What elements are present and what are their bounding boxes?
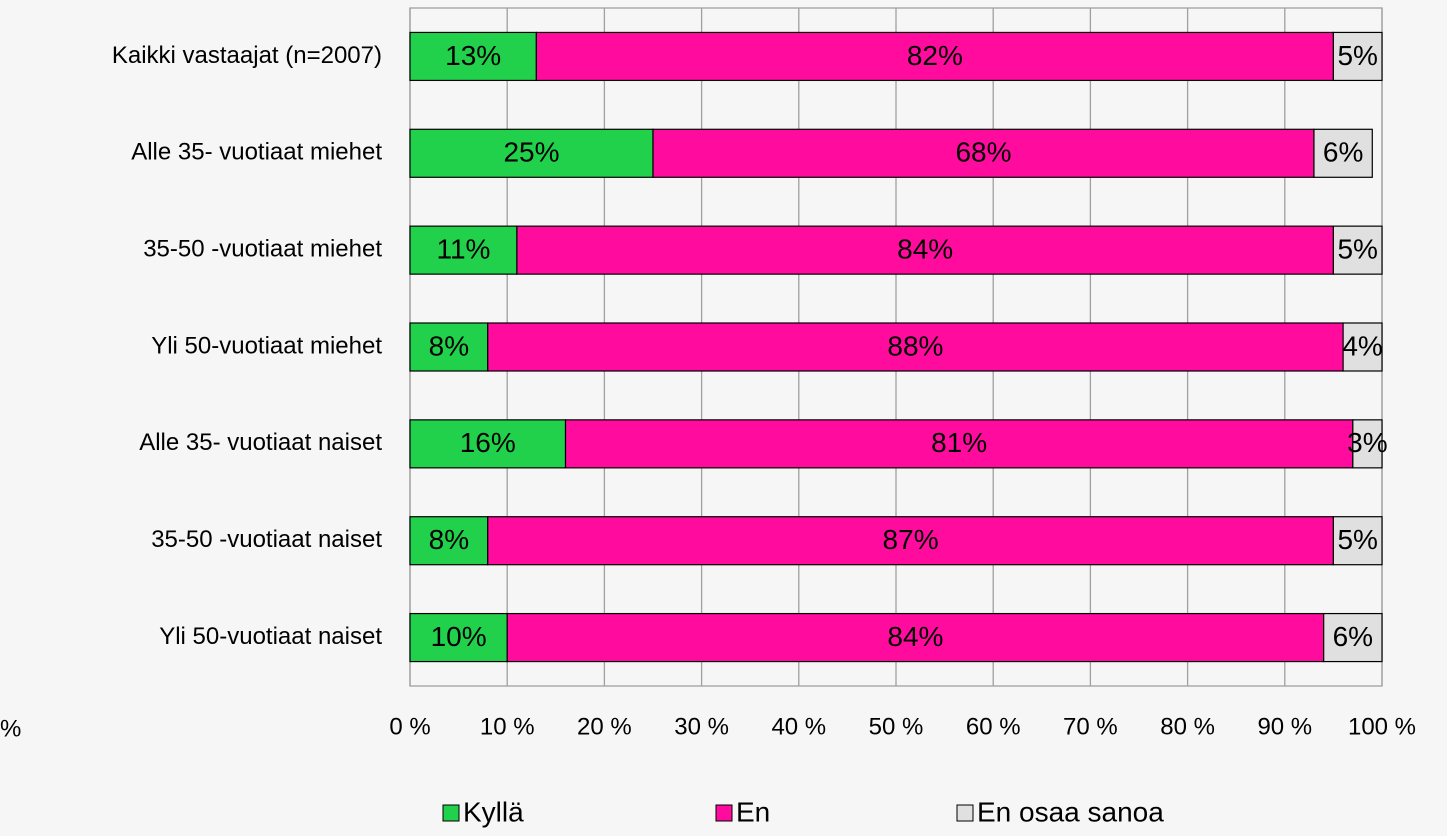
x-tick-label: 50 % [869, 713, 924, 740]
bar-segment [1332, 225, 1383, 275]
x-tick-label: 60 % [966, 713, 1021, 740]
legend-label: En [736, 796, 770, 827]
bar-segment [409, 225, 518, 275]
bar-segment [409, 31, 537, 82]
x-tick-label: 100 % [1348, 713, 1416, 740]
bar-segment [1332, 516, 1383, 566]
bar-segment [516, 225, 1334, 275]
data-label: 82% [907, 40, 963, 71]
x-tick-label: 40 % [771, 713, 826, 740]
y-tick-label: Kaikki vastaajat (n=2007) [112, 42, 382, 69]
x-tick-label: 20 % [577, 713, 632, 740]
legend-swatch [956, 804, 974, 822]
bar-segment [564, 419, 1354, 469]
data-label: 5% [1337, 40, 1377, 71]
y-tick-label: Yli 50-vuotiaat naiset [159, 623, 382, 650]
data-label: 8% [429, 524, 469, 555]
data-label: 8% [429, 330, 469, 361]
data-label: 11% [436, 234, 490, 265]
bar-segment [1323, 612, 1383, 663]
bar-segment [1342, 322, 1383, 372]
x-tick-label: 70 % [1063, 713, 1118, 740]
x-tick-label: 10 % [480, 713, 535, 740]
legend-label: Kyllä [463, 796, 524, 827]
data-label: 6% [1323, 137, 1363, 168]
legend-swatch [715, 804, 733, 822]
data-label: 25% [503, 137, 559, 168]
data-label: 5% [1337, 234, 1377, 265]
data-label: 4% [1342, 330, 1382, 361]
y-tick-label: Alle 35- vuotiaat miehet [131, 139, 382, 166]
bar-segment [409, 322, 489, 372]
data-label: 88% [887, 330, 943, 361]
data-label: 13% [445, 40, 501, 71]
data-label: 16% [460, 427, 516, 458]
bar-segment [506, 612, 1325, 663]
y-tick-label: 35-50 -vuotiaat miehet [143, 235, 382, 262]
y-tick-label: 35-50 -vuotiaat naiset [151, 526, 382, 553]
data-label: 87% [883, 524, 939, 555]
annotation: % [0, 715, 21, 742]
y-tick-label: Alle 35- vuotiaat naiset [139, 429, 382, 456]
y-tick-label: Yli 50-vuotiaat miehet [151, 332, 382, 359]
bar-segment [1313, 128, 1373, 178]
data-label: 3% [1347, 427, 1387, 458]
x-tick-label: 90 % [1257, 713, 1312, 740]
x-tick-label: 80 % [1160, 713, 1215, 740]
bar-segment [1352, 419, 1383, 469]
data-label: 68% [955, 137, 1011, 168]
bar-segment [487, 322, 1344, 372]
bar-segment [409, 612, 508, 663]
data-label: 10% [431, 621, 487, 652]
data-label: 84% [887, 621, 943, 652]
legend-label: En osaa sanoa [977, 796, 1164, 827]
data-label: 84% [897, 234, 953, 265]
data-label: 6% [1333, 621, 1373, 652]
x-tick-label: 0 % [389, 713, 430, 740]
legend-swatch [442, 804, 460, 822]
data-label: 81% [931, 427, 987, 458]
x-tick-label: 30 % [674, 713, 729, 740]
bar-segment [652, 128, 1315, 178]
bar-segment [487, 516, 1335, 566]
bar-segment [409, 516, 489, 566]
bar-segment [1332, 31, 1383, 82]
data-label: 5% [1337, 524, 1377, 555]
bar-segment [409, 419, 567, 469]
